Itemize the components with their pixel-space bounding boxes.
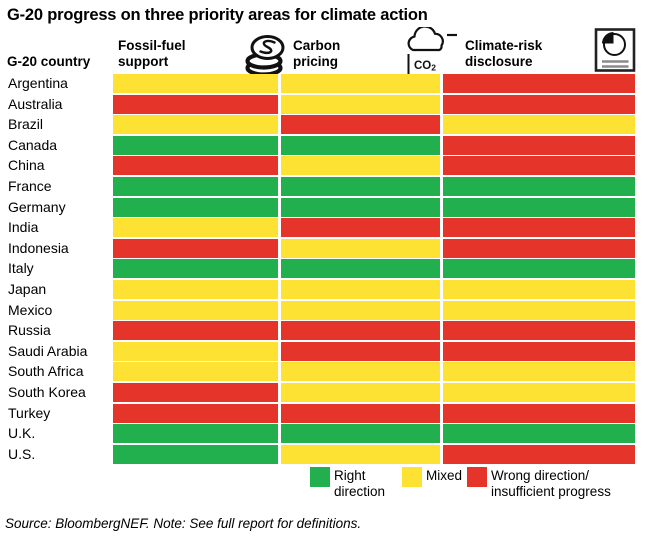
status-cell (281, 279, 440, 299)
coins-icon (243, 34, 293, 81)
status-cell (113, 94, 278, 114)
status-cell (113, 403, 278, 423)
status-cell (443, 403, 635, 423)
report-pie-chart-icon (592, 27, 639, 78)
status-cell (281, 176, 440, 196)
status-cell (281, 135, 440, 155)
status-cell (443, 238, 635, 258)
status-cell (443, 424, 635, 444)
status-cell (113, 176, 278, 196)
country-label: France (8, 177, 52, 194)
status-cell (113, 156, 278, 176)
status-cell (281, 74, 440, 93)
status-cell (113, 74, 278, 93)
country-label: Germany (8, 198, 66, 215)
status-cell (443, 382, 635, 402)
status-cell (113, 259, 278, 279)
status-cell (113, 382, 278, 402)
status-cell (281, 197, 440, 217)
status-cell (443, 176, 635, 196)
status-cell (443, 444, 635, 464)
status-cell (113, 444, 278, 464)
country-label: Australia (8, 95, 63, 112)
status-cell (281, 259, 440, 279)
status-cell (281, 341, 440, 361)
status-cell (113, 300, 278, 320)
legend-label-right-direction: Right direction (334, 468, 386, 499)
chart-title: G-20 progress on three priority areas fo… (7, 6, 428, 24)
row-header-label: G-20 country (7, 54, 91, 69)
country-label: India (8, 219, 39, 236)
column-header-climate-risk-disclosure: Climate-risk disclosure (465, 38, 543, 69)
co2-cloud-icon: CO2 (401, 25, 459, 81)
legend-swatch-mixed (402, 467, 422, 487)
country-label: U.S. (8, 445, 36, 462)
status-cell (443, 94, 635, 114)
status-cell (281, 300, 440, 320)
status-cell (443, 321, 635, 341)
status-cell (113, 341, 278, 361)
country-label: U.K. (8, 425, 36, 442)
country-label: South Africa (8, 363, 84, 380)
status-cell (281, 321, 440, 341)
svg-text:CO2: CO2 (414, 60, 436, 73)
country-label: Italy (8, 260, 34, 277)
status-cell (443, 197, 635, 217)
country-label: Mexico (8, 301, 53, 318)
column-header-fossil-fuel-support: Fossil-fuel support (118, 38, 186, 69)
country-label: China (8, 157, 45, 174)
column-header-carbon-pricing: Carbon pricing (293, 38, 341, 69)
status-cell (113, 197, 278, 217)
country-label: Brazil (8, 116, 44, 133)
country-label: Argentina (8, 75, 68, 91)
status-cell (281, 444, 440, 464)
status-cell (113, 279, 278, 299)
status-cell (281, 115, 440, 135)
status-cell (281, 362, 440, 382)
status-cell (113, 362, 278, 382)
heatmap-table: Argentina Australia Brazil Canada China Franc… (8, 74, 635, 464)
country-label: Canada (8, 136, 58, 153)
status-cell (281, 156, 440, 176)
status-cell (113, 115, 278, 135)
source-note: Source: BloombergNEF. Note: See full rep… (5, 516, 362, 531)
status-cell (443, 156, 635, 176)
status-cell (281, 94, 440, 114)
status-cell (281, 424, 440, 444)
status-cell (443, 135, 635, 155)
status-cell (113, 424, 278, 444)
country-label: South Korea (8, 383, 86, 400)
status-cell (443, 115, 635, 135)
legend-label-mixed: Mixed (426, 468, 463, 483)
legend-label-wrong-direction: Wrong direction/ insufficient progress (491, 468, 611, 499)
legend-swatch-wrong-direction (467, 467, 487, 487)
status-cell (113, 218, 278, 238)
status-cell (113, 238, 278, 258)
status-cell (281, 238, 440, 258)
status-cell (443, 362, 635, 382)
country-label: Indonesia (8, 239, 69, 256)
country-label: Saudi Arabia (8, 342, 88, 359)
status-cell (281, 218, 440, 238)
status-cell (443, 74, 635, 93)
status-cell (113, 321, 278, 341)
status-cell (113, 135, 278, 155)
status-cell (443, 259, 635, 279)
legend-swatch-right-direction (310, 467, 330, 487)
country-label: Russia (8, 322, 51, 339)
status-cell (443, 218, 635, 238)
country-label: Turkey (8, 404, 51, 421)
status-cell (281, 403, 440, 423)
country-label: Japan (8, 280, 47, 297)
status-cell (443, 341, 635, 361)
status-cell (281, 382, 440, 402)
status-cell (443, 279, 635, 299)
status-cell (443, 300, 635, 320)
